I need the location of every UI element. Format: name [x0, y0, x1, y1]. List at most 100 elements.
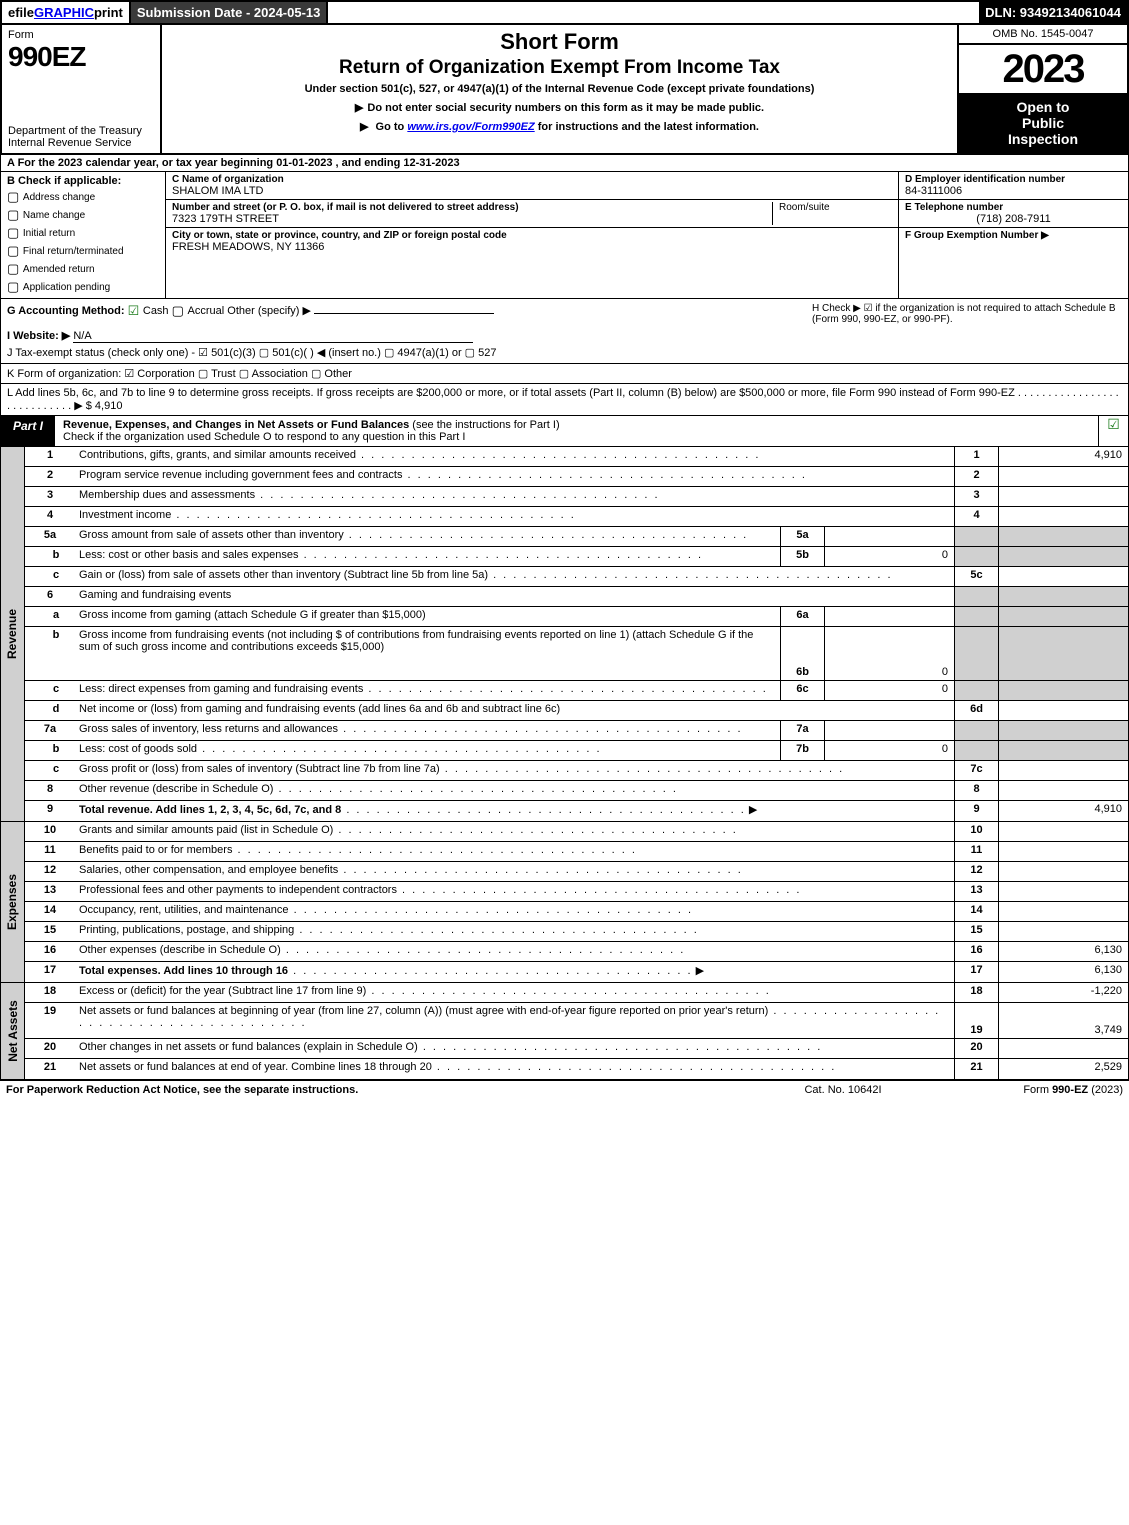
dept-treasury: Department of the Treasury Internal Reve… [8, 125, 154, 149]
line-21: 21Net assets or fund balances at end of … [25, 1059, 1128, 1079]
section-bcdef: B Check if applicable: Address change Na… [0, 172, 1129, 299]
efile-prefix: efile [8, 5, 34, 20]
col-b-header: B Check if applicable: [7, 175, 159, 187]
f-label: F Group Exemption Number ▶ [905, 230, 1122, 241]
room-suite: Room/suite [772, 202, 892, 225]
line-5c: cGain or (loss) from sale of assets othe… [25, 567, 1128, 587]
part1-tab: Part I [1, 416, 55, 446]
line-7a: 7aGross sales of inventory, less returns… [25, 721, 1128, 741]
line-1: 1Contributions, gifts, grants, and simil… [25, 447, 1128, 467]
chk-name-change[interactable]: Name change [7, 207, 159, 223]
part1-title: Revenue, Expenses, and Changes in Net As… [55, 416, 1098, 446]
i-website: I Website: ▶ N/A [7, 329, 1122, 343]
line-6: 6Gaming and fundraising events [25, 587, 1128, 607]
city-label: City or town, state or province, country… [172, 230, 507, 241]
row-address: Number and street (or P. O. box, if mail… [166, 200, 898, 228]
footer-form: Form 990-EZ (2023) [943, 1084, 1123, 1096]
irs-link[interactable]: www.irs.gov/Form990EZ [407, 121, 534, 133]
col-b-checkboxes: B Check if applicable: Address change Na… [1, 172, 166, 298]
part1-checkbox[interactable] [1098, 416, 1128, 446]
part1-title-bold: Revenue, Expenses, and Changes in Net As… [63, 419, 409, 431]
line-17: 17Total expenses. Add lines 10 through 1… [25, 962, 1128, 982]
submission-date: Submission Date - 2024-05-13 [131, 2, 329, 23]
title-short-form: Short Form [170, 29, 949, 55]
instr-goto-post: for instructions and the latest informat… [535, 121, 759, 133]
chk-final-return[interactable]: Final return/terminated [7, 243, 159, 259]
part1-subtitle: Check if the organization used Schedule … [63, 431, 465, 443]
expenses-section: Expenses 10Grants and similar amounts pa… [0, 822, 1129, 983]
line-5b: bLess: cost or other basis and sales exp… [25, 547, 1128, 567]
line-16: 16Other expenses (describe in Schedule O… [25, 942, 1128, 962]
line-5a: 5aGross amount from sale of assets other… [25, 527, 1128, 547]
form-number: 990EZ [8, 41, 154, 73]
j-tax-exempt: J Tax-exempt status (check only one) - ☑… [7, 346, 1122, 359]
c-label: C Name of organization [172, 174, 892, 185]
line-2: 2Program service revenue including gover… [25, 467, 1128, 487]
open-line1: Open to [963, 99, 1123, 115]
line-15: 15Printing, publications, postage, and s… [25, 922, 1128, 942]
instr-goto-pre: Go to [376, 121, 408, 133]
e-phone: E Telephone number (718) 208-7911 [899, 200, 1128, 228]
header-right: OMB No. 1545-0047 2023 Open to Public In… [957, 25, 1127, 153]
row-a-taxyear: A For the 2023 calendar year, or tax yea… [0, 155, 1129, 172]
city-value: FRESH MEADOWS, NY 11366 [172, 241, 507, 253]
line-10: 10Grants and similar amounts paid (list … [25, 822, 1128, 842]
part1-header: Part I Revenue, Expenses, and Changes in… [0, 416, 1129, 447]
chk-application-pending[interactable]: Application pending [7, 279, 159, 295]
efile-print-text: print [94, 5, 123, 20]
efile-graphic-link[interactable]: GRAPHIC [34, 5, 94, 20]
f-group-exemption: F Group Exemption Number ▶ [899, 228, 1128, 298]
line-3: 3Membership dues and assessments3 [25, 487, 1128, 507]
line-18: 18Excess or (deficit) for the year (Subt… [25, 983, 1128, 1003]
expenses-label: Expenses [1, 822, 25, 982]
chk-cash[interactable]: Cash [128, 305, 169, 317]
h-schedule-b: H Check ▶ ☑ if the organization is not r… [812, 303, 1122, 325]
chk-accrual[interactable]: Accrual [172, 305, 225, 317]
org-name: SHALOM IMA LTD [172, 185, 892, 197]
row-c-name: C Name of organization SHALOM IMA LTD [166, 172, 898, 200]
g-label: G Accounting Method: [7, 305, 125, 317]
section-ghij: G Accounting Method: Cash Accrual Other … [0, 299, 1129, 364]
open-to-public: Open to Public Inspection [959, 93, 1127, 153]
g-other-blank[interactable] [314, 313, 494, 314]
col-def: D Employer identification number 84-3111… [898, 172, 1128, 298]
line-6c: cLess: direct expenses from gaming and f… [25, 681, 1128, 701]
g-accounting: G Accounting Method: Cash Accrual Other … [7, 303, 812, 325]
header-left: Form 990EZ Department of the Treasury In… [2, 25, 162, 153]
g-other: Other (specify) ▶ [227, 305, 311, 317]
chk-amended-return[interactable]: Amended return [7, 261, 159, 277]
revenue-label: Revenue [1, 447, 25, 821]
addr-value: 7323 179TH STREET [172, 213, 772, 225]
title-return: Return of Organization Exempt From Incom… [170, 57, 949, 79]
form-word: Form [8, 29, 154, 41]
revenue-section: Revenue 1Contributions, gifts, grants, a… [0, 447, 1129, 822]
addr-label: Number and street (or P. O. box, if mail… [172, 202, 772, 213]
netassets-section: Net Assets 18Excess or (deficit) for the… [0, 983, 1129, 1080]
open-line3: Inspection [963, 131, 1123, 147]
line-6d: dNet income or (loss) from gaming and fu… [25, 701, 1128, 721]
header-mid: Short Form Return of Organization Exempt… [162, 25, 957, 153]
instr-ssn: Do not enter social security numbers on … [170, 101, 949, 114]
d-ein: D Employer identification number 84-3111… [899, 172, 1128, 200]
efile-print-button[interactable]: efile GRAPHIC print [2, 2, 131, 23]
line-13: 13Professional fees and other payments t… [25, 882, 1128, 902]
line-8: 8Other revenue (describe in Schedule O)8 [25, 781, 1128, 801]
line-6a: aGross income from gaming (attach Schedu… [25, 607, 1128, 627]
d-label: D Employer identification number [905, 174, 1122, 185]
k-form-org: K Form of organization: ☑ Corporation ▢ … [0, 364, 1129, 384]
l-gross-receipts: L Add lines 5b, 6c, and 7b to line 9 to … [0, 384, 1129, 416]
row-a-text: A For the 2023 calendar year, or tax yea… [7, 157, 460, 169]
col-cde: C Name of organization SHALOM IMA LTD Nu… [166, 172, 898, 298]
form-header: Form 990EZ Department of the Treasury In… [0, 25, 1129, 155]
chk-address-change[interactable]: Address change [7, 189, 159, 205]
chk-initial-return[interactable]: Initial return [7, 225, 159, 241]
footer-left: For Paperwork Reduction Act Notice, see … [6, 1084, 743, 1096]
page-footer: For Paperwork Reduction Act Notice, see … [0, 1080, 1129, 1099]
line-14: 14Occupancy, rent, utilities, and mainte… [25, 902, 1128, 922]
i-label: I Website: ▶ [7, 330, 70, 342]
instr-goto: Go to www.irs.gov/Form990EZ for instruct… [170, 120, 949, 133]
line-4: 4Investment income4 [25, 507, 1128, 527]
dln-number: DLN: 93492134061044 [979, 2, 1127, 23]
line-20: 20Other changes in net assets or fund ba… [25, 1039, 1128, 1059]
line-11: 11Benefits paid to or for members11 [25, 842, 1128, 862]
